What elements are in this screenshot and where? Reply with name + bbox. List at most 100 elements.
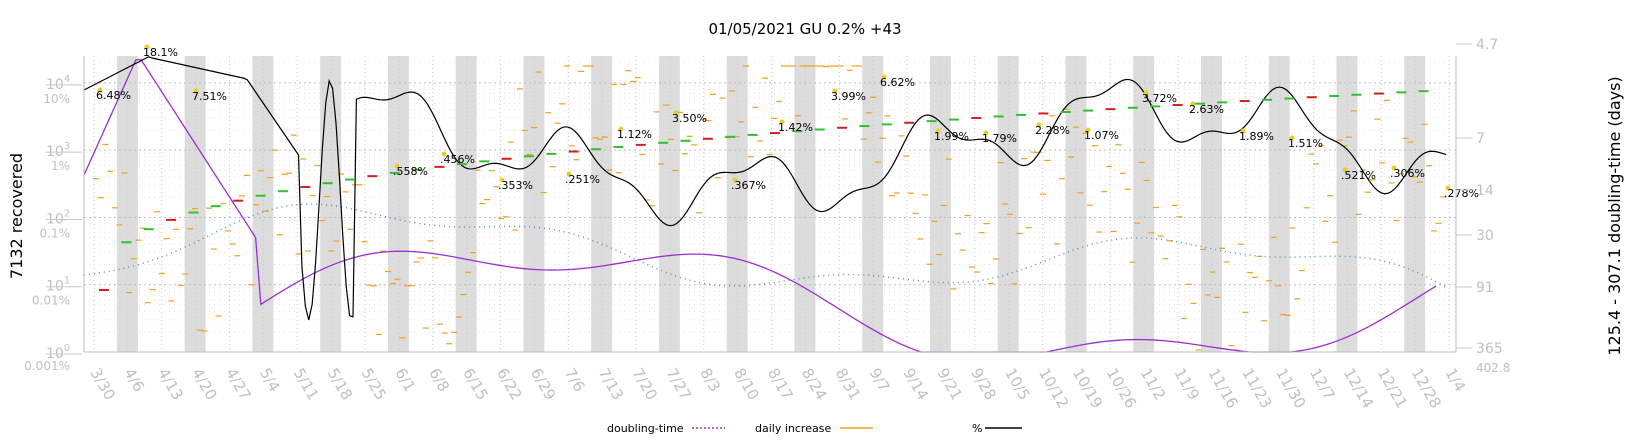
pct-annotation-marker (193, 88, 199, 94)
x-tick-label: 7/27 (662, 365, 694, 403)
pct-annotation-label: .367% (731, 179, 766, 192)
y-tick-left: 103 (46, 141, 70, 160)
y-axis-left-label: 7132 recovered (7, 153, 26, 279)
chart-title: 01/05/2021 GU 0.2% +43 (708, 20, 901, 38)
grid-lines (84, 56, 1456, 353)
pct-annotation-label: 18.1% (143, 46, 178, 59)
y-tick-right: 365 (1476, 341, 1503, 357)
pct-annotation-label: 1.12% (617, 128, 652, 141)
pct-annotation-marker (1036, 122, 1042, 128)
y-tick-left-exp: 0 (64, 343, 70, 354)
pct-annotation-label: 1.51% (1288, 137, 1323, 150)
legend-daily-increase-label: daily increase (755, 422, 831, 435)
legend: doubling-time daily increase % (607, 422, 1022, 435)
pct-annotation-label: .353% (498, 179, 533, 192)
x-tick-label: 11/23 (1238, 365, 1275, 411)
percent-line (83, 56, 1447, 321)
y-tick-left-exp: 2 (64, 208, 70, 219)
pct-annotation-marker (618, 126, 624, 132)
y-tick-right: 91 (1476, 280, 1494, 296)
x-tick-label: 11/9 (1171, 365, 1203, 403)
y-tick-left-small: 10% (43, 92, 70, 106)
pct-annotation-marker (983, 130, 989, 136)
pct-annotation-label: 1.99% (934, 130, 969, 143)
x-tick-label: 8/17 (764, 365, 796, 403)
pct-annotation-marker (394, 163, 400, 169)
pct-annotation-label: 1.79% (982, 132, 1017, 145)
plot-area (84, 56, 1456, 352)
pct-annotation-label: 2.28% (1035, 124, 1070, 137)
y-tick-left-exp: 1 (64, 276, 70, 287)
x-tick-label: 7/6 (561, 365, 589, 395)
y-tick-left: 101 (46, 276, 70, 295)
pct-annotation-marker (673, 110, 679, 116)
x-tick-label: 6/22 (493, 365, 525, 403)
pct-annotation-marker (441, 151, 447, 157)
y-tick-right: 7 (1476, 131, 1485, 147)
x-tick-label: 9/7 (866, 365, 894, 395)
pct-annotation-marker (1445, 185, 1451, 191)
x-tick-label: 5/11 (290, 365, 322, 403)
pct-annotation-label: 2.63% (1189, 103, 1224, 116)
pct-annotation-label: .521% (1341, 169, 1376, 182)
x-tick-label: 8/3 (696, 365, 724, 395)
x-tick-label: 9/14 (900, 365, 932, 403)
pct-annotation-marker (499, 177, 505, 183)
x-tick-label: 12/14 (1340, 365, 1377, 411)
y-tick-left-small: 0.1% (40, 226, 71, 240)
x-tick-label: 3/30 (87, 365, 119, 403)
pct-annotation-marker (144, 44, 150, 50)
series-layer (83, 56, 1447, 353)
pct-annotation-label: .251% (565, 173, 600, 186)
x-tick-label: 12/28 (1408, 365, 1445, 411)
pct-annotation-label: .278% (1444, 187, 1479, 200)
annotation-layer: 6.48% 18.1% 7.51% .558% .456% .353% .251% 1.12%… (96, 44, 1479, 200)
x-tick-label: 11/16 (1204, 365, 1241, 411)
x-tick-label: 12/21 (1374, 365, 1411, 411)
pct-annotation-marker (1391, 165, 1397, 171)
y-tick-left-exp: 3 (64, 141, 70, 152)
x-tick-label: 5/18 (324, 365, 356, 403)
x-tick-label: 5/4 (256, 365, 284, 395)
y-axis-right-label: 125.4 - 307.1 doubling-time (days) (1605, 76, 1624, 355)
x-tick-label: 4/6 (120, 365, 148, 395)
x-tick-label: 8/31 (832, 365, 864, 403)
x-tick-label: 7/13 (595, 365, 627, 403)
pct-annotation-label: 1.42% (778, 121, 813, 134)
x-tick-label: 10/26 (1103, 365, 1140, 411)
pct-annotation-label: .306% (1390, 167, 1425, 180)
y-tick-left: 104 (46, 74, 70, 93)
x-tick-label: 9/28 (967, 365, 999, 403)
doubling-time-line (83, 58, 1437, 353)
y-tick-right-bottom: 402.8 (1476, 361, 1510, 375)
y-tick-left: 102 (46, 208, 70, 227)
x-tick-label: 4/20 (188, 365, 220, 403)
pct-annotation-marker (97, 87, 103, 93)
x-tick-label: 6/1 (391, 365, 419, 395)
legend-percent-label: % (972, 422, 982, 435)
pct-annotation-marker (1143, 90, 1149, 96)
pct-annotation-marker (935, 128, 941, 134)
x-tick-label: 9/21 (933, 365, 965, 403)
pct-annotation-marker (832, 88, 838, 94)
pct-annotation-label: 3.72% (1142, 92, 1177, 105)
x-tick-label: 7/20 (629, 365, 661, 403)
pct-annotation-marker (732, 177, 738, 183)
y-tick-left-small: 0.001% (24, 359, 70, 373)
x-tick-label: 6/8 (425, 365, 453, 395)
x-tick-label: 4/13 (154, 365, 186, 403)
x-tick-label: 1/4 (1442, 365, 1470, 395)
x-tick-label: 10/12 (1035, 365, 1072, 411)
pct-annotation-label: 7.51% (192, 90, 227, 103)
y-tick-right: 14 (1476, 183, 1494, 199)
pct-annotation-marker (1240, 128, 1246, 134)
y-tick-right: 30 (1476, 228, 1494, 244)
pct-annotation-label: 3.50% (672, 112, 707, 125)
legend-doubling-time-label: doubling-time (607, 422, 684, 435)
x-tick-label: 6/29 (527, 365, 559, 403)
x-tick-label: 10/19 (1069, 365, 1106, 411)
y-tick-right: 4.7 (1476, 37, 1498, 53)
pct-annotation-label: 6.48% (96, 89, 131, 102)
pct-annotation-marker (779, 119, 785, 125)
